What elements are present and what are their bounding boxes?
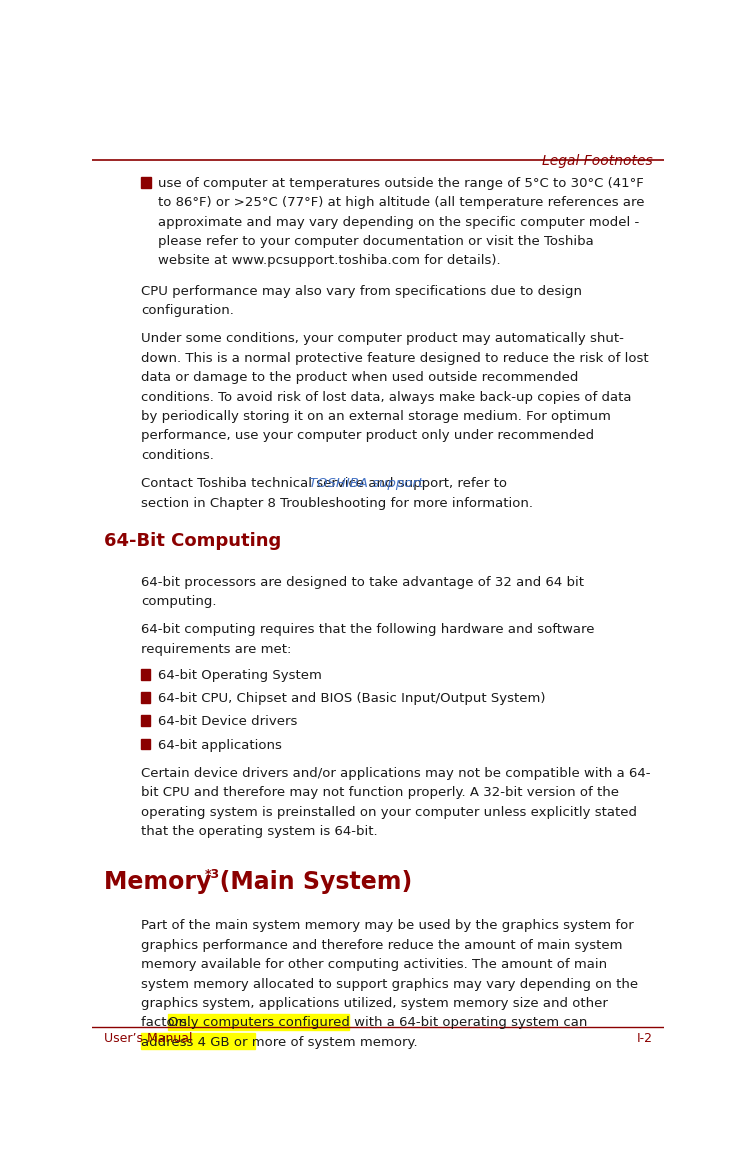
Text: website at www.pcsupport.toshiba.com for details).: website at www.pcsupport.toshiba.com for… bbox=[158, 254, 500, 267]
Text: Only computers configured with a 64-bit operating system can: Only computers configured with a 64-bit … bbox=[168, 1016, 587, 1029]
Text: to 86°F) or >25°C (77°F) at high altitude (all temperature references are: to 86°F) or >25°C (77°F) at high altitud… bbox=[158, 196, 644, 209]
Text: Under some conditions, your computer product may automatically shut-: Under some conditions, your computer pro… bbox=[141, 333, 624, 346]
Text: Legal Footnotes: Legal Footnotes bbox=[542, 155, 653, 168]
Text: use of computer at temperatures outside the range of 5°C to 30°C (41°F: use of computer at temperatures outside … bbox=[158, 177, 644, 190]
Text: bit CPU and therefore may not function properly. A 32-bit version of the: bit CPU and therefore may not function p… bbox=[141, 786, 619, 799]
Text: factors.: factors. bbox=[141, 1016, 196, 1029]
Text: system memory allocated to support graphics may vary depending on the: system memory allocated to support graph… bbox=[141, 977, 638, 990]
Text: Memory (Main System): Memory (Main System) bbox=[103, 870, 412, 894]
Text: operating system is preinstalled on your computer unless explicitly stated: operating system is preinstalled on your… bbox=[141, 805, 637, 819]
Text: Part of the main system memory may be used by the graphics system for: Part of the main system memory may be us… bbox=[141, 920, 634, 933]
Text: conditions. To avoid risk of lost data, always make back-up copies of data: conditions. To avoid risk of lost data, … bbox=[141, 390, 632, 403]
Bar bbox=[141, 177, 151, 189]
Text: address 4 GB or more of system memory.: address 4 GB or more of system memory. bbox=[141, 1036, 418, 1049]
Text: 64-Bit Computing: 64-Bit Computing bbox=[103, 532, 281, 551]
Text: memory available for other computing activities. The amount of main: memory available for other computing act… bbox=[141, 959, 607, 972]
Text: data or damage to the product when used outside recommended: data or damage to the product when used … bbox=[141, 372, 579, 384]
Bar bbox=[141, 693, 150, 703]
Text: approximate and may vary depending on the specific computer model -: approximate and may vary depending on th… bbox=[158, 216, 639, 229]
Bar bbox=[141, 669, 150, 680]
Text: Certain device drivers and/or applications may not be compatible with a 64-: Certain device drivers and/or applicatio… bbox=[141, 766, 650, 779]
Text: Contact Toshiba technical service and support, refer to: Contact Toshiba technical service and su… bbox=[141, 477, 511, 490]
Text: *3: *3 bbox=[205, 868, 220, 881]
Text: 64-bit computing requires that the following hardware and software: 64-bit computing requires that the follo… bbox=[141, 624, 594, 636]
Text: computing.: computing. bbox=[141, 595, 216, 608]
Text: I-2: I-2 bbox=[637, 1033, 653, 1045]
Text: 64-bit CPU, Chipset and BIOS (Basic Input/Output System): 64-bit CPU, Chipset and BIOS (Basic Inpu… bbox=[158, 693, 545, 706]
Text: configuration.: configuration. bbox=[141, 304, 234, 316]
Text: section in Chapter 8 Troubleshooting for more information.: section in Chapter 8 Troubleshooting for… bbox=[141, 497, 533, 510]
Text: 64-bit applications: 64-bit applications bbox=[158, 738, 282, 751]
Bar bbox=[141, 1034, 255, 1049]
Text: that the operating system is 64-bit.: that the operating system is 64-bit. bbox=[141, 825, 378, 838]
Text: User’s Manual: User’s Manual bbox=[103, 1033, 192, 1045]
Text: 64-bit processors are designed to take advantage of 32 and 64 bit: 64-bit processors are designed to take a… bbox=[141, 575, 584, 588]
Text: please refer to your computer documentation or visit the Toshiba: please refer to your computer documentat… bbox=[158, 234, 594, 248]
Bar bbox=[141, 738, 150, 749]
Text: requirements are met:: requirements are met: bbox=[141, 643, 292, 656]
Text: graphics system, applications utilized, system memory size and other: graphics system, applications utilized, … bbox=[141, 997, 607, 1010]
Text: graphics performance and therefore reduce the amount of main system: graphics performance and therefore reduc… bbox=[141, 939, 622, 952]
Bar bbox=[168, 1014, 348, 1030]
Text: conditions.: conditions. bbox=[141, 449, 214, 462]
Bar bbox=[141, 715, 150, 727]
Text: by periodically storing it on an external storage medium. For optimum: by periodically storing it on an externa… bbox=[141, 410, 611, 423]
Text: performance, use your computer product only under recommended: performance, use your computer product o… bbox=[141, 429, 594, 442]
Text: down. This is a normal protective feature designed to reduce the risk of lost: down. This is a normal protective featur… bbox=[141, 352, 649, 364]
Text: 64-bit Operating System: 64-bit Operating System bbox=[158, 669, 322, 682]
Text: CPU performance may also vary from specifications due to design: CPU performance may also vary from speci… bbox=[141, 285, 582, 298]
Text: TOSHIBA support: TOSHIBA support bbox=[309, 477, 424, 490]
Text: 64-bit Device drivers: 64-bit Device drivers bbox=[158, 715, 297, 729]
